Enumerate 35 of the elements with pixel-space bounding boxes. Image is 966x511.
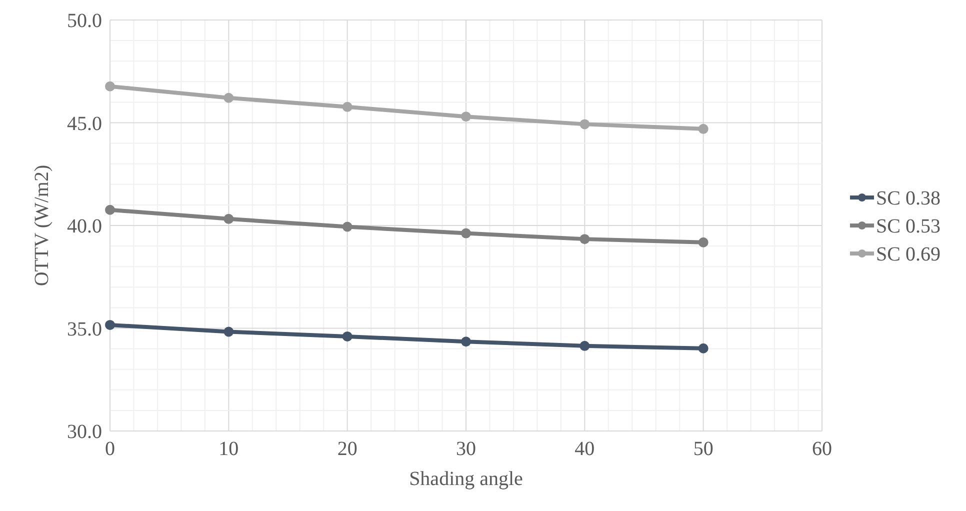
point — [698, 124, 708, 134]
point — [698, 343, 708, 354]
x-tick-label: 0 — [105, 438, 115, 460]
point — [342, 102, 352, 112]
legend-label: SC 0.69 — [876, 244, 940, 266]
x-tick-label: 50 — [693, 438, 714, 460]
point — [580, 119, 590, 130]
point — [461, 228, 471, 238]
point — [580, 340, 590, 351]
point — [342, 222, 352, 232]
x-tick-label: 40 — [574, 438, 595, 460]
point — [461, 112, 471, 122]
y-tick-label: 30.0 — [67, 421, 102, 443]
legend-label: SC 0.53 — [876, 216, 940, 238]
y-tick-label: 35.0 — [67, 318, 102, 340]
point — [224, 92, 234, 103]
point — [105, 81, 115, 92]
y-axis-title: OTTV (W/m2) — [31, 164, 53, 286]
point — [580, 234, 590, 244]
point — [105, 204, 115, 215]
legend-label: SC 0.38 — [876, 188, 940, 210]
x-axis-title: Shading angle — [409, 468, 524, 490]
point — [461, 336, 471, 347]
point — [224, 214, 234, 224]
x-tick-label: 10 — [218, 438, 239, 460]
point — [342, 331, 352, 342]
x-tick-label: 30 — [456, 438, 476, 460]
y-tick-label: 40.0 — [67, 216, 102, 238]
x-tick-label: 20 — [337, 438, 358, 460]
point — [224, 326, 234, 337]
x-tick-label: 60 — [812, 438, 832, 460]
point — [698, 237, 708, 248]
point — [105, 320, 115, 330]
y-tick-label: 50.0 — [67, 10, 102, 32]
y-tick-label: 45.0 — [67, 112, 102, 135]
